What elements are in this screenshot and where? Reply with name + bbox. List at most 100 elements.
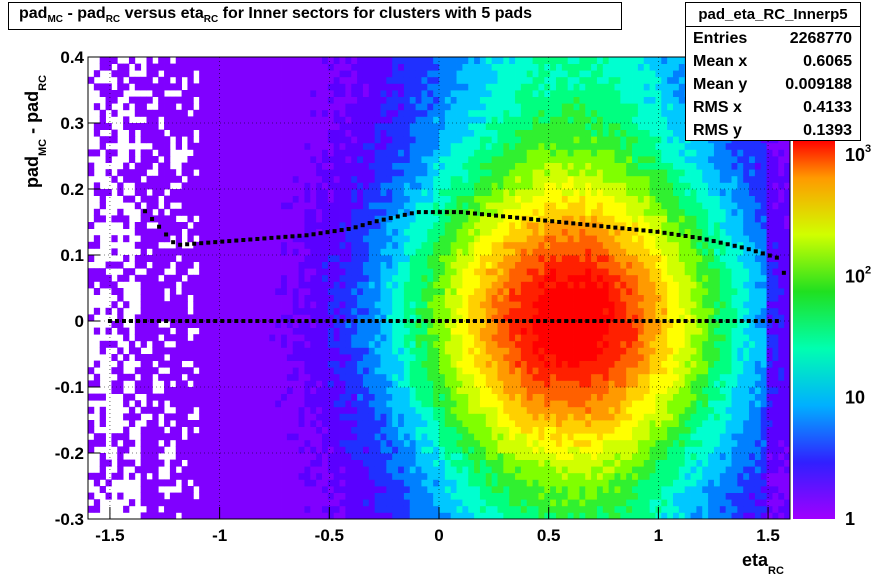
heatmap-cell <box>392 347 399 355</box>
heatmap-cell <box>269 241 276 249</box>
heatmap-cell <box>550 453 557 460</box>
heatmap-cell <box>450 129 457 137</box>
heatmap-cell <box>263 96 270 104</box>
heatmap-cell <box>181 123 188 130</box>
heatmap-cell <box>263 268 270 276</box>
heatmap-cell <box>345 512 352 520</box>
heatmap-cell <box>245 446 253 454</box>
heatmap-cell <box>286 169 294 177</box>
heatmap-cell <box>515 248 522 256</box>
heatmap-cell <box>158 222 165 229</box>
heatmap-cell <box>275 169 282 177</box>
heatmap-cell <box>427 274 434 282</box>
heatmap-cell <box>316 76 323 84</box>
heatmap-cell <box>386 142 393 150</box>
heatmap-cell <box>398 202 405 210</box>
heatmap-cell <box>222 136 229 144</box>
heatmap-cell <box>210 512 218 520</box>
heatmap-cell <box>240 149 247 157</box>
heatmap-cell <box>193 109 200 117</box>
heatmap-cell <box>169 248 177 256</box>
heatmap-cell <box>304 288 311 295</box>
heatmap-cell <box>240 103 247 111</box>
heatmap-cell <box>251 426 259 434</box>
heatmap-cell <box>374 123 381 130</box>
heatmap-cell <box>538 380 545 388</box>
heatmap-cell <box>286 439 294 447</box>
heatmap-cell <box>210 294 218 302</box>
heatmap-cell <box>497 453 504 460</box>
heatmap-cell <box>304 116 311 124</box>
heatmap-cell <box>175 492 182 500</box>
heatmap-cell <box>205 387 212 394</box>
heatmap-cell <box>263 228 270 236</box>
heatmap-cell <box>392 340 399 348</box>
heatmap-cell <box>374 202 381 210</box>
heatmap-cell <box>444 439 452 447</box>
heatmap-cell <box>439 123 446 130</box>
heatmap-cell <box>123 116 130 124</box>
heatmap-cell <box>333 274 340 282</box>
heatmap-cell <box>526 499 533 507</box>
heatmap-cell <box>316 387 323 394</box>
heatmap-cell <box>351 360 358 368</box>
heatmap-cell <box>269 96 276 104</box>
heatmap-cell <box>169 413 177 421</box>
heatmap-cell <box>433 420 440 427</box>
heatmap-cell <box>526 235 533 243</box>
heatmap-cell <box>245 169 253 177</box>
heatmap-cell <box>515 433 522 441</box>
heatmap-cell <box>140 103 147 111</box>
heatmap-cell <box>228 486 235 493</box>
heatmap-cell <box>333 347 340 355</box>
heatmap-cell <box>403 189 411 196</box>
heatmap-cell <box>532 96 539 104</box>
heatmap-cell <box>468 499 475 507</box>
heatmap-cell <box>433 453 440 460</box>
heatmap-cell <box>474 453 481 460</box>
heatmap-cell <box>462 129 469 137</box>
heatmap-cell <box>456 492 463 500</box>
heatmap-cell <box>333 446 340 454</box>
heatmap-cell <box>269 294 276 302</box>
heatmap-cell <box>380 459 387 467</box>
heatmap-cell <box>222 235 229 243</box>
heatmap-cell <box>269 340 276 348</box>
heatmap-cell <box>88 268 95 276</box>
heatmap-cell <box>158 109 165 117</box>
heatmap-cell <box>187 512 194 520</box>
heatmap-cell <box>509 354 516 361</box>
heatmap-cell <box>479 235 487 243</box>
heatmap-cell <box>281 446 288 454</box>
heatmap-cell <box>281 142 288 150</box>
heatmap-cell <box>421 83 428 91</box>
heatmap-cell <box>357 499 364 507</box>
heatmap-cell <box>403 241 411 249</box>
heatmap-cell <box>234 248 241 256</box>
heatmap-cell <box>368 453 376 460</box>
heatmap-cell <box>392 175 399 183</box>
heatmap-cell <box>456 261 463 269</box>
heatmap-cell <box>263 459 270 467</box>
heatmap-cell <box>146 109 153 117</box>
heatmap-cell <box>263 156 270 163</box>
heatmap-cell <box>433 202 440 210</box>
heatmap-cell <box>240 347 247 355</box>
heatmap-cell <box>210 354 218 361</box>
heatmap-cell <box>439 202 446 210</box>
heatmap-cell <box>281 380 288 388</box>
heatmap-cell <box>544 505 551 513</box>
heatmap-cell <box>520 195 528 203</box>
heatmap-cell <box>164 156 171 163</box>
heatmap-cell <box>222 83 229 91</box>
heatmap-cell <box>298 189 305 196</box>
heatmap-cell <box>128 268 136 276</box>
heatmap-cell <box>485 439 493 447</box>
heatmap-cell <box>322 288 329 295</box>
heatmap-cell <box>450 195 457 203</box>
heatmap-cell <box>164 70 171 78</box>
heatmap-cell <box>374 360 381 368</box>
heatmap-cell <box>474 492 481 500</box>
heatmap-cell <box>269 228 276 236</box>
heatmap-cell <box>298 103 305 111</box>
